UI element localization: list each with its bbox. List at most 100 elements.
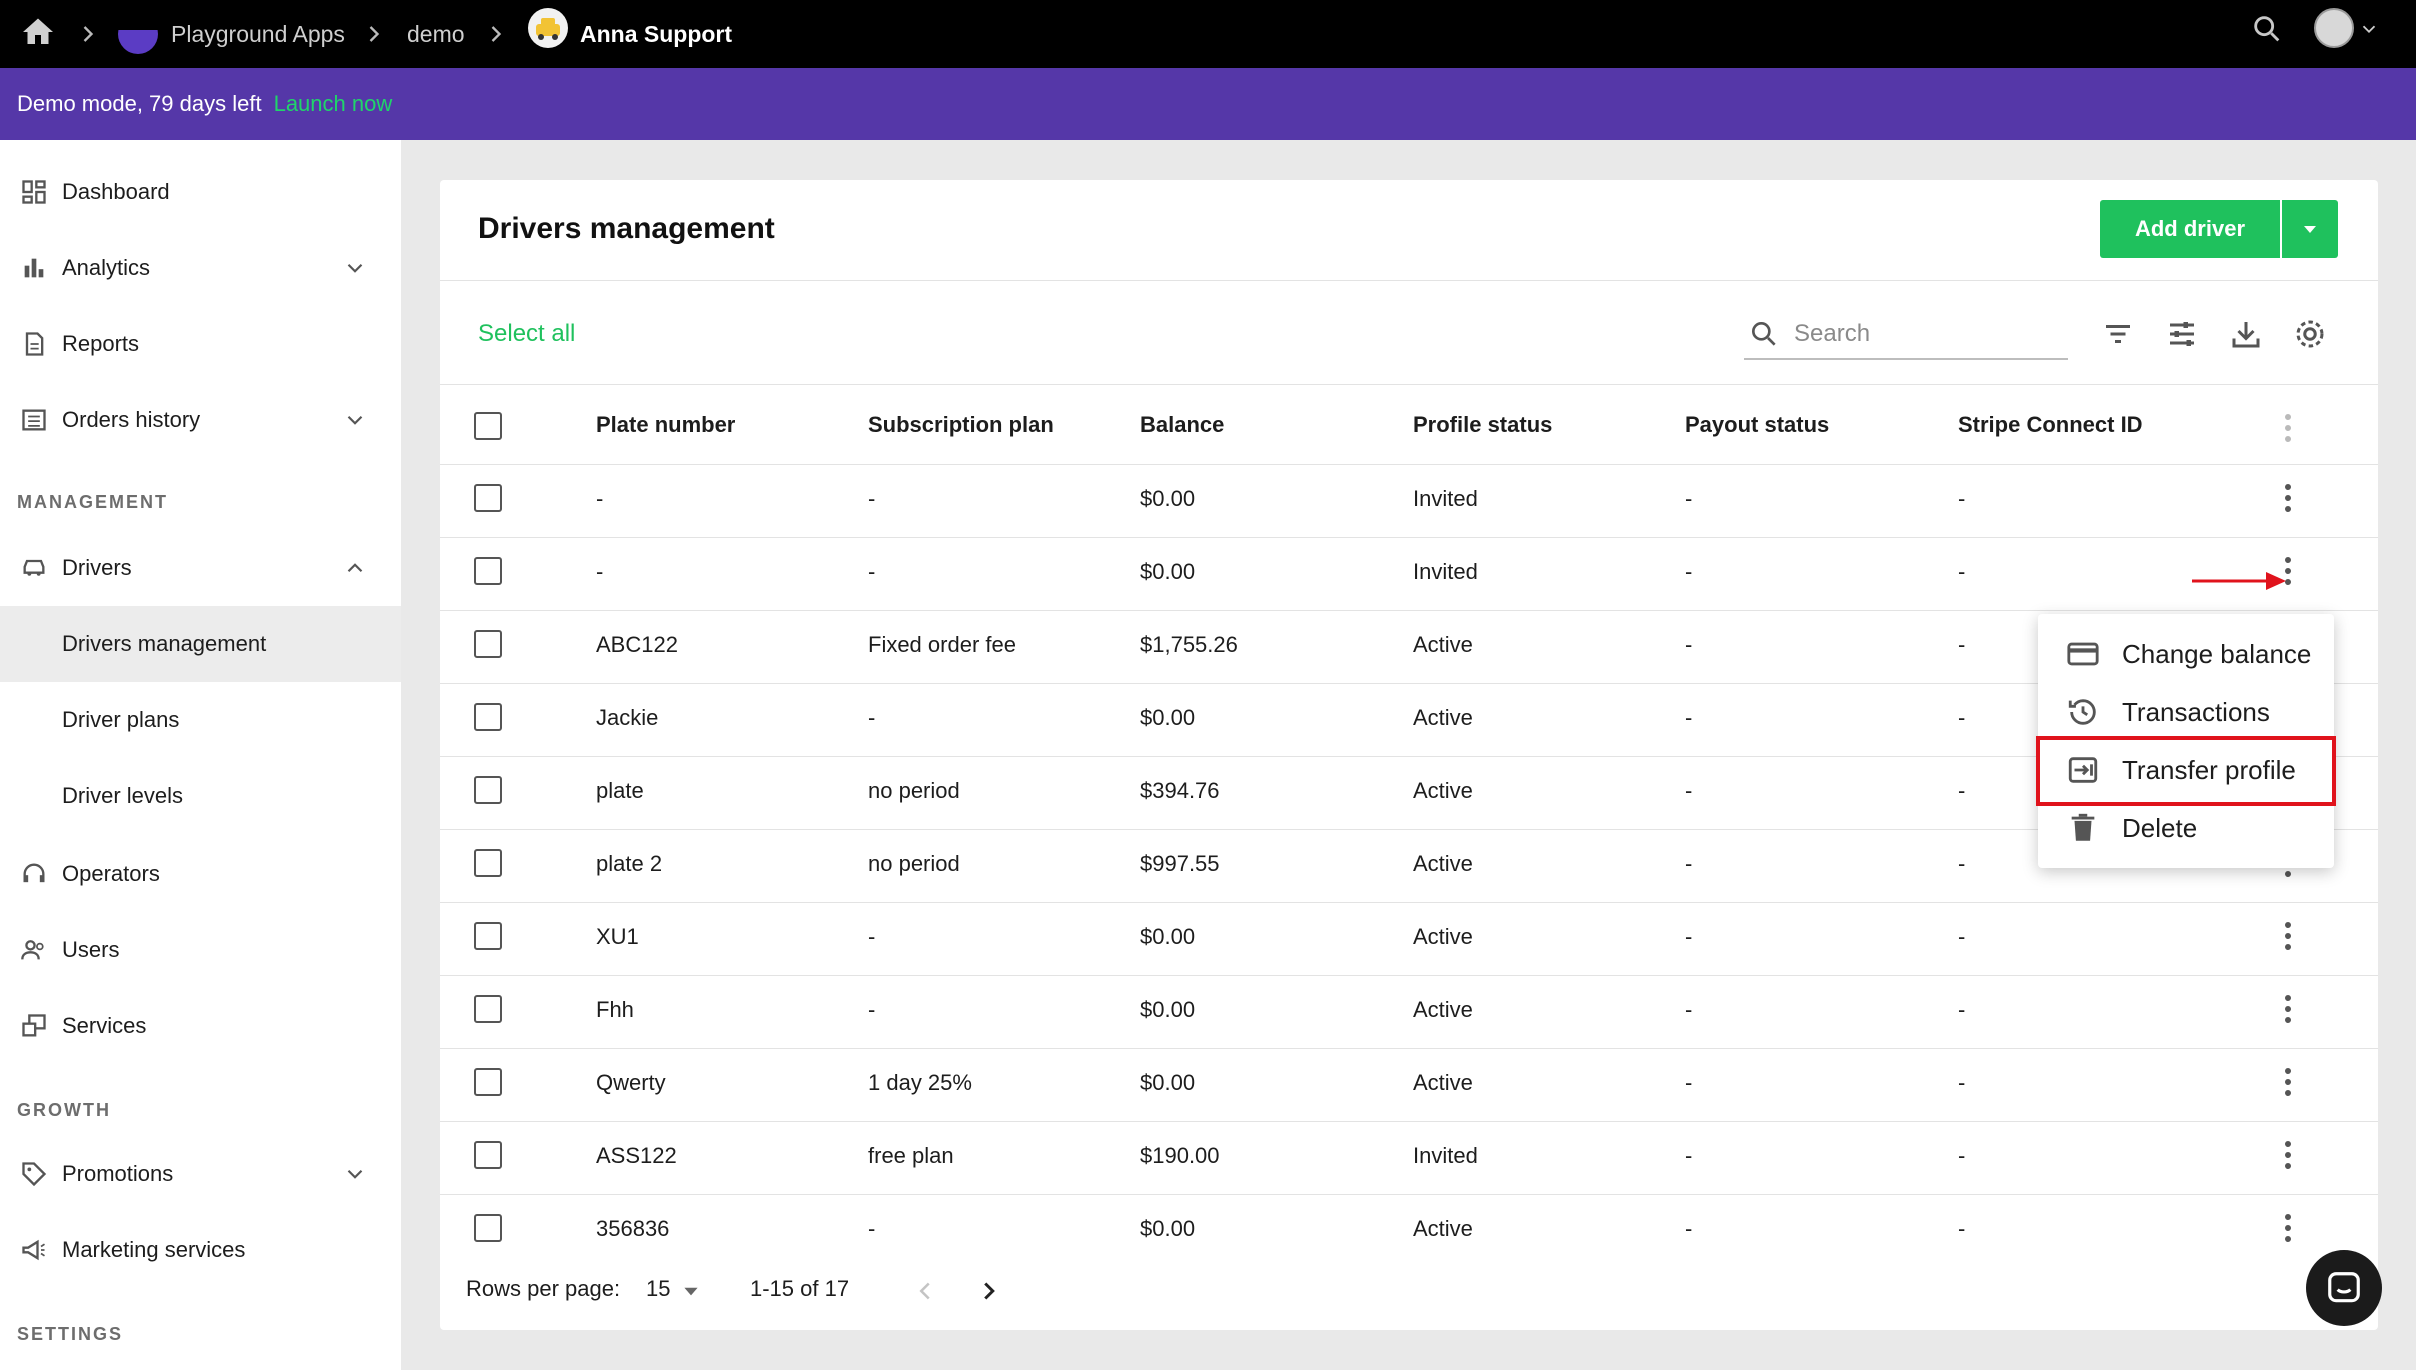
column-header-subscription-plan[interactable]: Subscription plan [868, 412, 1054, 437]
cell-payout-status: - [1685, 1143, 1693, 1168]
sidebar-item-services[interactable]: Services [0, 988, 401, 1064]
row-checkbox[interactable] [474, 776, 502, 804]
menu-item-change-balance[interactable]: Change balance [2038, 626, 2334, 682]
column-header-balance[interactable]: Balance [1140, 412, 1225, 437]
row-more-icon[interactable] [2284, 1141, 2292, 1171]
row-checkbox[interactable] [474, 557, 502, 585]
row-checkbox[interactable] [474, 922, 502, 950]
cell-stripe-connect-id: - [1958, 486, 1966, 511]
filter-icon[interactable] [2100, 316, 2136, 352]
menu-item-delete[interactable]: Delete [2038, 800, 2334, 856]
add-driver-button[interactable]: Add driver [2100, 200, 2280, 258]
breadcrumb-demo[interactable]: demo [407, 21, 465, 47]
section-settings: SETTINGS [17, 1324, 124, 1344]
cell-payout-status: - [1685, 486, 1693, 511]
dashboard-icon [22, 180, 46, 204]
section-management: MANAGEMENT [17, 492, 168, 512]
cell-plate-number: - [596, 486, 604, 511]
select-all-link[interactable]: Select all [478, 320, 576, 347]
sidebar-item-drivers[interactable]: Drivers [0, 530, 401, 606]
cell-profile-status: Active [1413, 705, 1473, 730]
breadcrumb-playground-apps[interactable]: Playground Apps [171, 21, 345, 47]
column-header-plate-number[interactable]: Plate number [596, 412, 736, 437]
sidebar-item-dashboard[interactable]: Dashboard [0, 154, 401, 230]
cell-subscription-plan: no period [868, 851, 960, 876]
search-input[interactable] [1794, 314, 2054, 354]
search-icon[interactable] [2250, 12, 2284, 46]
menu-item-transfer-profile[interactable]: Transfer profile [2038, 742, 2334, 798]
row-checkbox[interactable] [474, 484, 502, 512]
row-checkbox[interactable] [474, 1068, 502, 1096]
cell-plate-number: Fhh [596, 997, 634, 1022]
row-more-icon[interactable] [2284, 1068, 2292, 1098]
cell-profile-status: Active [1413, 924, 1473, 949]
pagination-range: 1-15 of 17 [750, 1276, 850, 1301]
home-icon[interactable] [20, 14, 56, 50]
cell-profile-status: Active [1413, 1216, 1473, 1241]
row-more-icon[interactable] [2284, 484, 2292, 514]
column-options-icon[interactable] [2284, 414, 2292, 444]
cell-subscription-plan: no period [868, 778, 960, 803]
section-growth: GROWTH [17, 1100, 111, 1120]
search-box [1744, 308, 2068, 360]
cell-stripe-connect-id: - [1958, 997, 1966, 1022]
user-avatar[interactable] [2314, 8, 2354, 48]
sidebar-item-analytics[interactable]: Analytics [0, 230, 401, 306]
sidebar-item-operators[interactable]: Operators [0, 836, 401, 912]
cell-plate-number: 356836 [596, 1216, 670, 1241]
chevron-right-icon [491, 26, 502, 42]
row-more-icon[interactable] [2284, 557, 2292, 587]
cell-plate-number: XU1 [596, 924, 639, 949]
select-all-checkbox[interactable] [474, 412, 502, 440]
row-more-icon[interactable] [2284, 995, 2292, 1025]
tag-icon [22, 1162, 47, 1187]
cell-balance: $0.00 [1140, 486, 1196, 511]
cell-balance: $190.00 [1140, 1143, 1220, 1168]
column-header-stripe-connect-id[interactable]: Stripe Connect ID [1958, 412, 2143, 437]
gear-icon[interactable] [2292, 316, 2328, 352]
chat-launcher-button[interactable] [2306, 1250, 2382, 1326]
row-checkbox[interactable] [474, 995, 502, 1023]
previous-page-icon[interactable] [910, 1276, 940, 1306]
cell-profile-status: Active [1413, 851, 1473, 876]
cell-stripe-connect-id: - [1958, 851, 1966, 876]
tune-icon[interactable] [2164, 316, 2200, 352]
cell-profile-status: Active [1413, 997, 1473, 1022]
sidebar-item-users[interactable]: Users [0, 912, 401, 988]
cell-subscription-plan: - [868, 486, 876, 511]
breadcrumb-anna-support[interactable]: Anna Support [580, 21, 733, 47]
taxi-app-avatar [528, 8, 568, 48]
sidebar-item-orders-history[interactable]: Orders history [0, 382, 401, 458]
sidebar-item-driver-plans[interactable]: Driver plans [62, 707, 180, 732]
download-icon[interactable] [2228, 316, 2264, 352]
row-checkbox[interactable] [474, 703, 502, 731]
cell-subscription-plan: 1 day 25% [868, 1070, 972, 1095]
cell-profile-status: Active [1413, 632, 1473, 657]
sidebar-item-promotions[interactable]: Promotions [0, 1136, 401, 1212]
cell-profile-status: Active [1413, 1070, 1473, 1095]
sidebar-item-driver-levels[interactable]: Driver levels [62, 783, 184, 808]
row-checkbox[interactable] [474, 849, 502, 877]
row-checkbox[interactable] [474, 1141, 502, 1169]
sidebar-item-drivers-management[interactable]: Drivers management [0, 606, 401, 682]
row-checkbox[interactable] [474, 630, 502, 658]
headset-icon [23, 863, 45, 883]
row-more-icon[interactable] [2284, 922, 2292, 952]
sidebar-item-marketing-services[interactable]: Marketing services [0, 1212, 401, 1288]
launch-now-link[interactable]: Launch now [273, 91, 393, 116]
next-page-icon[interactable] [974, 1276, 1004, 1306]
rows-per-page-select[interactable]: 15 [646, 1276, 671, 1301]
demo-banner: Demo mode, 79 days left Launch now [0, 68, 2416, 140]
column-header-payout-status[interactable]: Payout status [1685, 412, 1830, 437]
menu-item-transactions[interactable]: Transactions [2038, 684, 2334, 740]
add-driver-dropdown-button[interactable] [2282, 200, 2338, 258]
chevron-down-icon[interactable] [2358, 18, 2380, 40]
cell-plate-number: ASS122 [596, 1143, 677, 1168]
history-icon [2068, 699, 2096, 725]
sidebar-item-reports[interactable]: Reports [0, 306, 401, 382]
row-more-icon[interactable] [2284, 1214, 2292, 1244]
row-checkbox[interactable] [474, 1214, 502, 1242]
bar-chart-icon [24, 258, 44, 278]
caret-down-icon[interactable] [680, 1280, 702, 1302]
column-header-profile-status[interactable]: Profile status [1413, 412, 1553, 437]
